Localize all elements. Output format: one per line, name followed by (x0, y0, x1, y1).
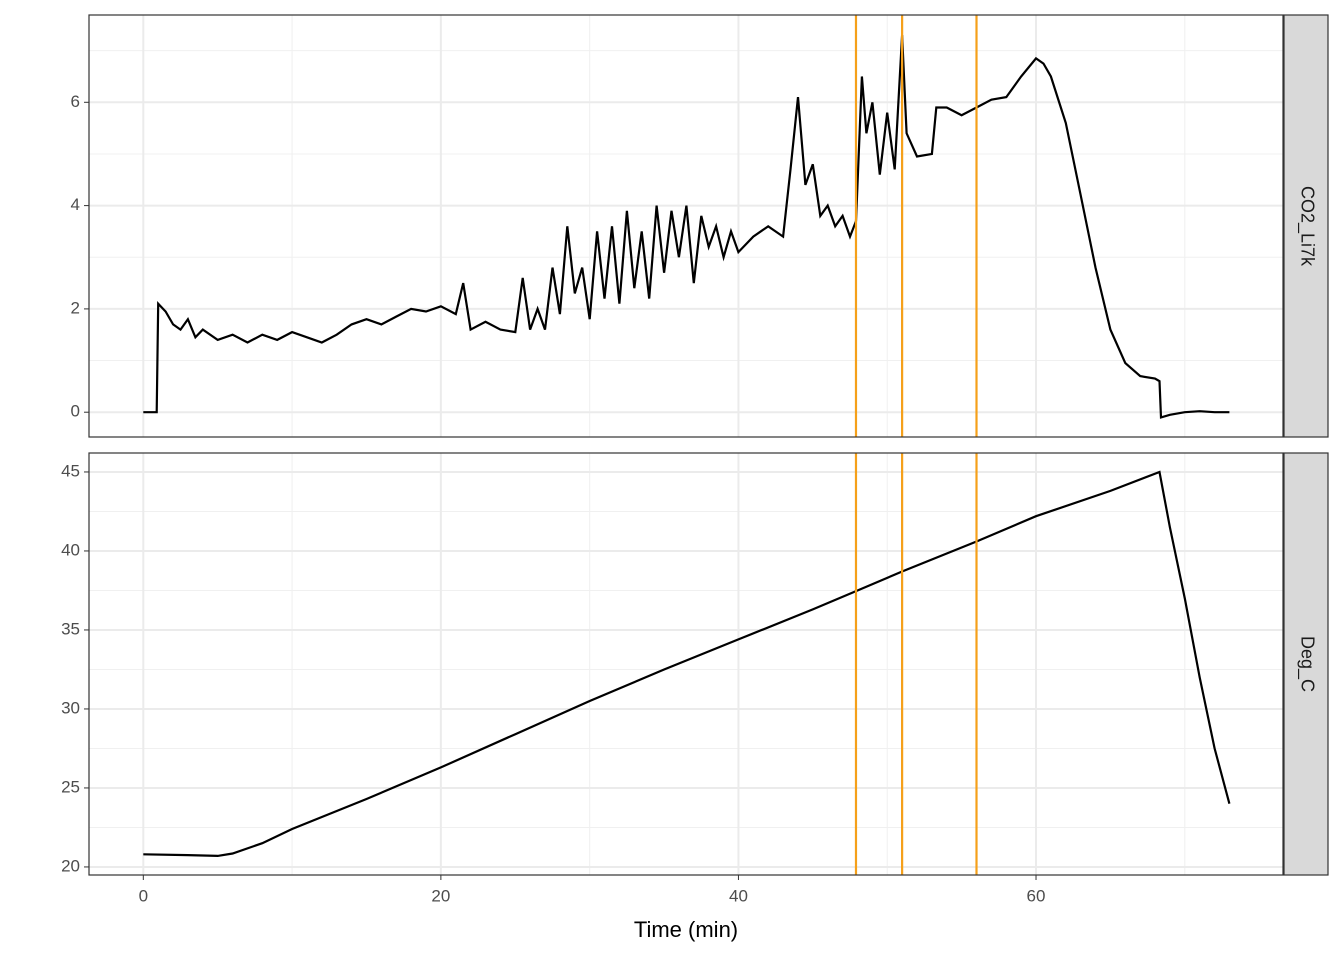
strip (1283, 452, 1329, 876)
y-tick-label: 6 (71, 92, 80, 111)
y-tick-label: 45 (61, 461, 80, 480)
x-tick-label: 0 (139, 886, 148, 905)
y-tick-label: 4 (71, 195, 80, 214)
y-tick-label: 25 (61, 777, 80, 796)
panel-border (88, 452, 1284, 876)
strip (1283, 14, 1329, 438)
panel-border (88, 14, 1284, 438)
y-tick-label: 20 (61, 856, 80, 875)
data-line (143, 35, 1230, 419)
panel-background (89, 453, 1283, 875)
data-line (143, 470, 1231, 858)
strip-label: Deg_C (1296, 636, 1317, 692)
y-tick-label: 40 (61, 540, 80, 559)
x-axis-label: Time (min) (634, 917, 738, 942)
y-tick-label: 30 (61, 698, 80, 717)
x-tick-label: 60 (1027, 886, 1046, 905)
strip-label: CO2_Li7k (1296, 186, 1317, 267)
y-tick-label: 35 (61, 619, 80, 638)
x-tick-label: 20 (431, 886, 450, 905)
y-tick-label: 0 (71, 402, 80, 421)
y-tick-label: 2 (71, 298, 80, 317)
panel-background (89, 15, 1283, 437)
x-tick-label: 40 (729, 886, 748, 905)
